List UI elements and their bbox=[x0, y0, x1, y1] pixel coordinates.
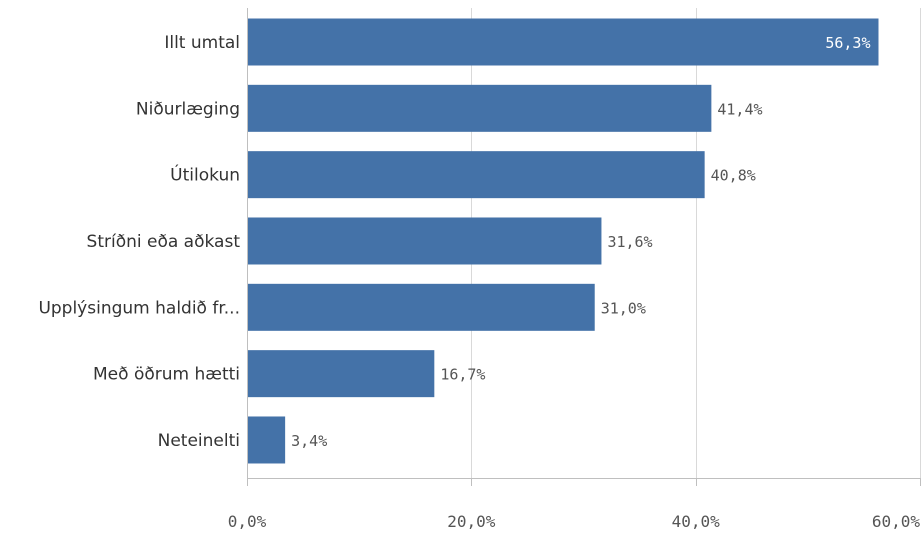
bar bbox=[248, 416, 286, 464]
category-label: Niðurlæging bbox=[136, 99, 240, 119]
x-tick-label: 60,0% bbox=[872, 512, 921, 531]
bar-value-label: 3,4% bbox=[291, 432, 327, 450]
category-label: Útilokun bbox=[170, 164, 240, 186]
x-tick-label: 0,0% bbox=[228, 512, 267, 531]
category-label: Með öðrum hætti bbox=[93, 365, 240, 385]
bar-value-label: 41,4% bbox=[717, 100, 762, 118]
bar-value-label: 31,0% bbox=[601, 299, 646, 317]
category-label: Neteinelti bbox=[158, 431, 240, 451]
bar bbox=[248, 350, 435, 398]
x-tick-label: 20,0% bbox=[447, 512, 496, 531]
bar-value-label: 40,8% bbox=[711, 167, 756, 185]
value-labels: 56,3% 41,4% 40,8% 31,6% 31,0% 16,7% 3,4% bbox=[291, 34, 870, 450]
bar bbox=[248, 283, 595, 331]
bar bbox=[248, 84, 712, 132]
category-label: Illt umtal bbox=[164, 33, 240, 53]
bar-value-label: 16,7% bbox=[440, 366, 485, 384]
bars bbox=[248, 18, 879, 464]
category-label: Stríðni eða aðkast bbox=[87, 232, 241, 252]
bar bbox=[248, 151, 705, 199]
bar bbox=[248, 217, 602, 265]
bar-value-label: 56,3% bbox=[825, 34, 870, 52]
x-tick-label: 40,0% bbox=[672, 512, 721, 531]
bar-value-label: 31,6% bbox=[607, 233, 652, 251]
category-label: Upplýsingum haldið fr... bbox=[38, 298, 240, 318]
bar bbox=[248, 18, 879, 66]
category-labels: Illt umtal Niðurlæging Útilokun Stríðni eða… bbox=[38, 33, 240, 451]
